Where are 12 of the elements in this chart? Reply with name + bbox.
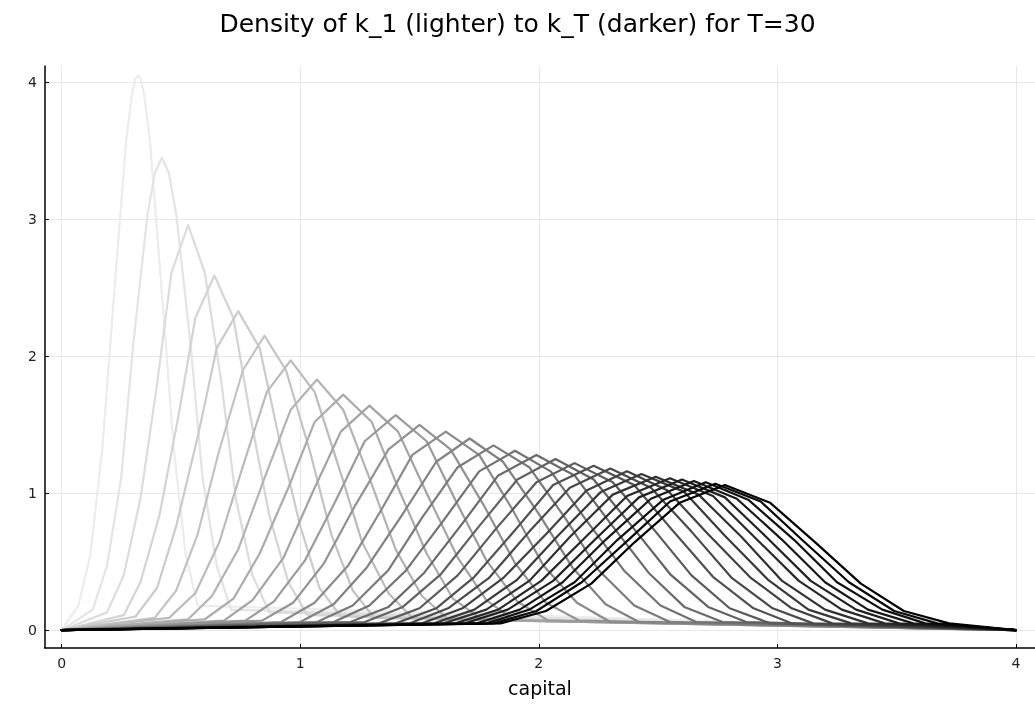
y-tick-label: 3 [28, 211, 37, 228]
x-axis-title: capital [508, 676, 572, 699]
y-tick-label: 2 [28, 348, 37, 365]
x-tick-label: 4 [1011, 655, 1021, 671]
y-tick-label: 1 [28, 485, 37, 502]
y-tick-label: 0 [28, 622, 37, 639]
x-tick-label: 2 [534, 655, 544, 671]
x-tick-label: 0 [57, 655, 67, 671]
x-tick-label: 1 [295, 655, 305, 671]
x-tick-label: 3 [772, 655, 782, 671]
chart-title: Density of k_1 (lighter) to k_T (darker) for T=30 [219, 9, 816, 38]
y-tick-label: 4 [28, 74, 38, 91]
